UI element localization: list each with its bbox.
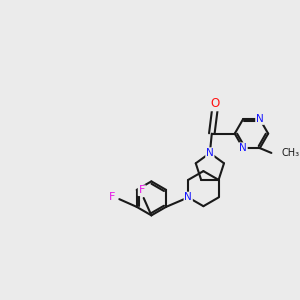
- Text: F: F: [108, 192, 115, 202]
- Text: N: N: [256, 114, 264, 124]
- Text: F: F: [139, 185, 145, 195]
- Text: N: N: [239, 143, 247, 153]
- Text: N: N: [184, 192, 192, 203]
- Text: CH₃: CH₃: [281, 148, 299, 158]
- Text: O: O: [210, 98, 219, 110]
- Text: N: N: [206, 148, 214, 158]
